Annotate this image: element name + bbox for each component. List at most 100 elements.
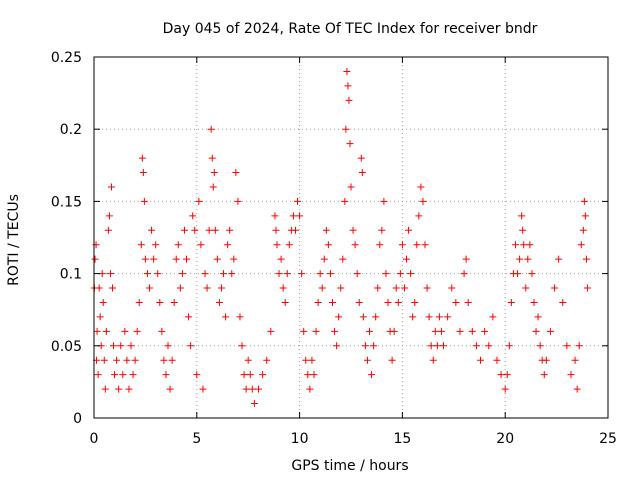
data-point bbox=[99, 298, 107, 306]
data-point bbox=[582, 255, 590, 263]
data-point bbox=[519, 226, 527, 234]
data-point bbox=[528, 270, 536, 278]
data-point bbox=[392, 284, 400, 292]
data-point bbox=[505, 342, 513, 350]
data-point bbox=[581, 212, 589, 220]
data-point bbox=[228, 270, 236, 278]
data-point bbox=[230, 255, 238, 263]
data-point bbox=[279, 284, 287, 292]
data-point bbox=[110, 342, 118, 350]
plot-frame bbox=[93, 56, 609, 419]
data-point bbox=[551, 284, 559, 292]
data-point bbox=[291, 226, 299, 234]
data-point bbox=[518, 212, 526, 220]
y-tick-label: 0.25 bbox=[51, 50, 82, 66]
x-tick-label: 10 bbox=[291, 431, 309, 447]
data-point bbox=[94, 371, 102, 379]
data-point bbox=[197, 241, 205, 249]
data-point bbox=[433, 342, 441, 350]
data-point bbox=[302, 356, 310, 364]
data-point bbox=[104, 226, 112, 234]
data-point bbox=[123, 356, 131, 364]
data-point bbox=[335, 313, 343, 321]
data-point bbox=[220, 270, 228, 278]
x-axis-title: GPS time / hours bbox=[291, 458, 408, 474]
data-point bbox=[189, 212, 197, 220]
data-point bbox=[514, 270, 522, 278]
data-point bbox=[501, 385, 509, 393]
data-point bbox=[125, 385, 133, 393]
data-point bbox=[384, 298, 392, 306]
data-point bbox=[328, 298, 336, 306]
data-point bbox=[440, 342, 448, 350]
data-point bbox=[162, 371, 170, 379]
data-point bbox=[129, 371, 137, 379]
data-point bbox=[115, 385, 123, 393]
data-point bbox=[185, 313, 193, 321]
data-point bbox=[571, 356, 579, 364]
data-point bbox=[306, 385, 314, 393]
data-point bbox=[444, 313, 452, 321]
data-point bbox=[555, 255, 563, 263]
x-axis-ticks: 0 5 10 15 20 25 bbox=[90, 57, 617, 447]
data-point bbox=[143, 270, 151, 278]
data-point bbox=[267, 327, 275, 335]
data-point bbox=[405, 226, 413, 234]
data-point bbox=[425, 313, 433, 321]
data-point bbox=[203, 284, 211, 292]
data-point bbox=[324, 241, 332, 249]
data-point bbox=[413, 241, 421, 249]
data-point bbox=[106, 270, 114, 278]
y-tick-label: 0.05 bbox=[51, 339, 82, 355]
data-point bbox=[119, 371, 127, 379]
data-point bbox=[300, 327, 308, 335]
data-point bbox=[524, 255, 532, 263]
data-point bbox=[207, 125, 215, 133]
data-point bbox=[140, 197, 148, 205]
data-point bbox=[431, 327, 439, 335]
data-point bbox=[489, 313, 497, 321]
data-point bbox=[285, 241, 293, 249]
data-point bbox=[289, 212, 297, 220]
data-point bbox=[526, 241, 534, 249]
data-point bbox=[275, 270, 283, 278]
data-point bbox=[423, 284, 431, 292]
data-point bbox=[419, 197, 427, 205]
data-point bbox=[437, 327, 445, 335]
data-point bbox=[283, 270, 291, 278]
data-point bbox=[390, 327, 398, 335]
data-point bbox=[462, 255, 470, 263]
data-point bbox=[485, 342, 493, 350]
data-point bbox=[388, 356, 396, 364]
y-tick-label: 0.15 bbox=[51, 194, 82, 210]
data-point bbox=[411, 298, 419, 306]
data-point bbox=[187, 342, 195, 350]
x-tick-label: 5 bbox=[192, 431, 201, 447]
plot-border bbox=[93, 56, 609, 419]
data-point bbox=[520, 241, 528, 249]
data-point bbox=[271, 212, 279, 220]
data-point bbox=[351, 241, 359, 249]
data-point bbox=[530, 298, 538, 306]
data-point bbox=[254, 385, 262, 393]
data-point bbox=[536, 342, 544, 350]
data-point bbox=[577, 241, 585, 249]
data-point bbox=[522, 284, 530, 292]
data-point bbox=[345, 96, 353, 104]
data-point bbox=[481, 327, 489, 335]
data-point bbox=[456, 327, 464, 335]
data-point bbox=[368, 371, 376, 379]
data-point bbox=[396, 270, 404, 278]
data-point bbox=[213, 255, 221, 263]
data-point bbox=[215, 298, 223, 306]
data-point bbox=[263, 356, 271, 364]
data-point bbox=[101, 385, 109, 393]
data-point bbox=[100, 356, 108, 364]
data-point bbox=[503, 371, 511, 379]
y-axis-title: ROTI / TECUs bbox=[6, 194, 22, 286]
data-point bbox=[246, 371, 254, 379]
data-point bbox=[111, 371, 119, 379]
data-point bbox=[211, 226, 219, 234]
data-point bbox=[208, 154, 216, 162]
